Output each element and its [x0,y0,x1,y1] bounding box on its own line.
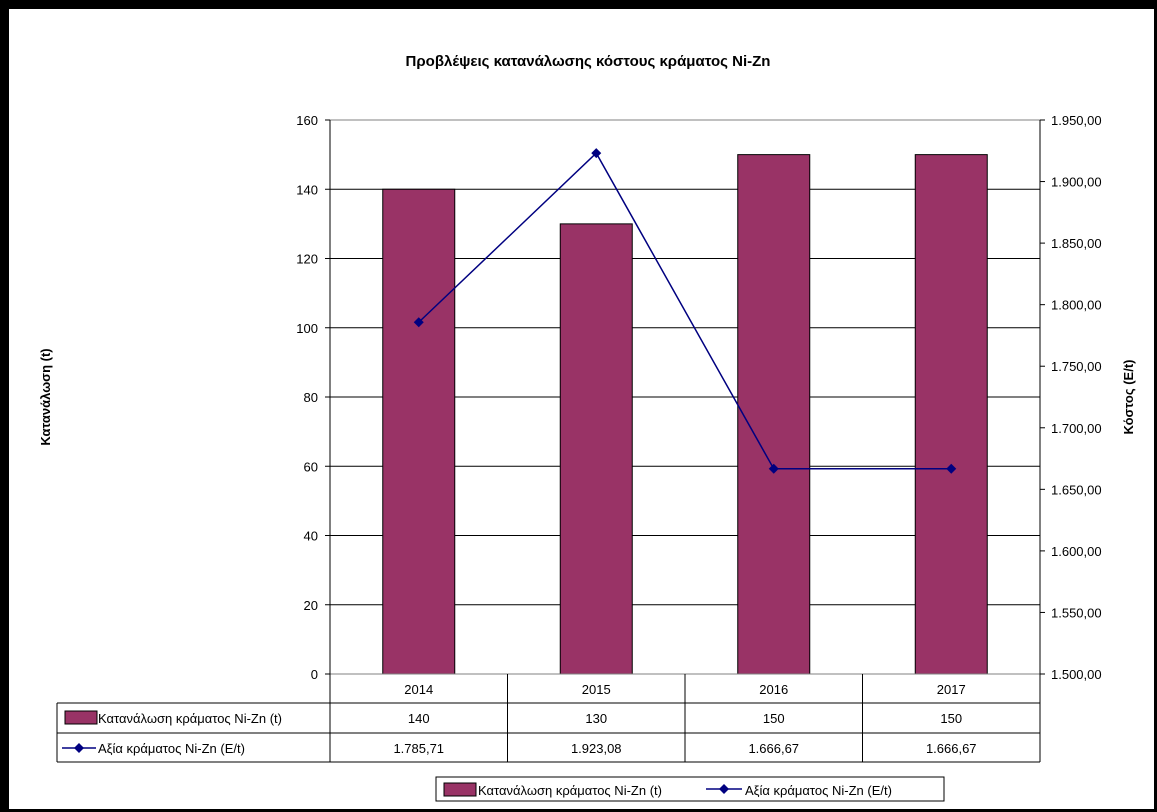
category-label: 2015 [582,682,611,697]
data-label: 1.666,67 [748,741,799,756]
legend-swatch-bar [443,782,477,797]
legend-marker [719,784,729,794]
y-axis-left-label: Κατανάλωση (t) [38,348,53,445]
table-row-label: Αξία κράματος Ni-Zn (E/t) [98,741,245,756]
table-legend-marker [74,743,84,753]
line-point [946,463,957,474]
legend-entry: Κατανάλωση κράματος Ni-Zn (t) [478,783,662,798]
tick-label: 40 [304,529,318,544]
y-axis-left-ticks: 0 20 40 60 80 100 120 140 160 [296,113,330,682]
tick-label: 80 [304,390,318,405]
tick-label: 1.650,00 [1051,482,1102,497]
category-label: 2014 [404,682,433,697]
tick-label: 100 [296,321,318,336]
line-series [413,148,957,474]
tick-label: 140 [296,182,318,197]
category-label: 2016 [759,682,788,697]
data-label: 130 [585,711,607,726]
tick-label: 1.950,00 [1051,113,1102,128]
data-label: 140 [408,711,430,726]
legend-box [435,776,945,802]
tick-label: 160 [296,113,318,128]
tick-label: 1.750,00 [1051,359,1102,374]
tick-label: 60 [304,459,318,474]
table-legend-swatch [64,710,98,725]
tick-label: 1.900,00 [1051,175,1102,190]
line-point [768,463,779,474]
tick-label: 20 [304,598,318,613]
series-line [418,151,952,470]
line-point [413,317,424,328]
tick-label: 1.500,00 [1051,667,1102,682]
bar [737,154,811,675]
tick-label: 1.600,00 [1051,544,1102,559]
chart-title: Προβλέψεις κατανάλωσης κόστους κράματος … [406,53,771,70]
line-point [591,148,602,159]
data-table: 2014 2015 2016 2017 Κατανάλωση κράματος Ni-Z… [56,674,1041,763]
tick-label: 1.550,00 [1051,605,1102,620]
data-label: 1.785,71 [393,741,444,756]
tick-label: 0 [311,667,318,682]
data-label: 150 [763,711,785,726]
y-axis-right-label: Κόστος (E/t) [1121,360,1136,435]
tick-label: 120 [296,252,318,267]
data-label: 1.666,67 [926,741,977,756]
bar [382,188,456,675]
tick-label: 1.800,00 [1051,298,1102,313]
data-label: 150 [940,711,962,726]
bar [914,154,988,675]
bar-series [382,154,988,675]
legend-entry: Αξία κράματος Ni-Zn (E/t) [745,783,892,798]
tick-label: 1.850,00 [1051,236,1102,251]
data-label: 1.923,08 [571,741,622,756]
tick-label: 1.700,00 [1051,421,1102,436]
bar [559,223,633,675]
legend: Κατανάλωση κράματος Ni-Zn (t) Αξία κράματ… [435,776,945,802]
category-label: 2017 [937,682,966,697]
table-row-label: Κατανάλωση κράματος Ni-Zn (t) [98,711,282,726]
y-axis-right-ticks: 1.500,00 1.550,00 1.600,00 1.650,00 1.700,00… [1040,113,1102,682]
